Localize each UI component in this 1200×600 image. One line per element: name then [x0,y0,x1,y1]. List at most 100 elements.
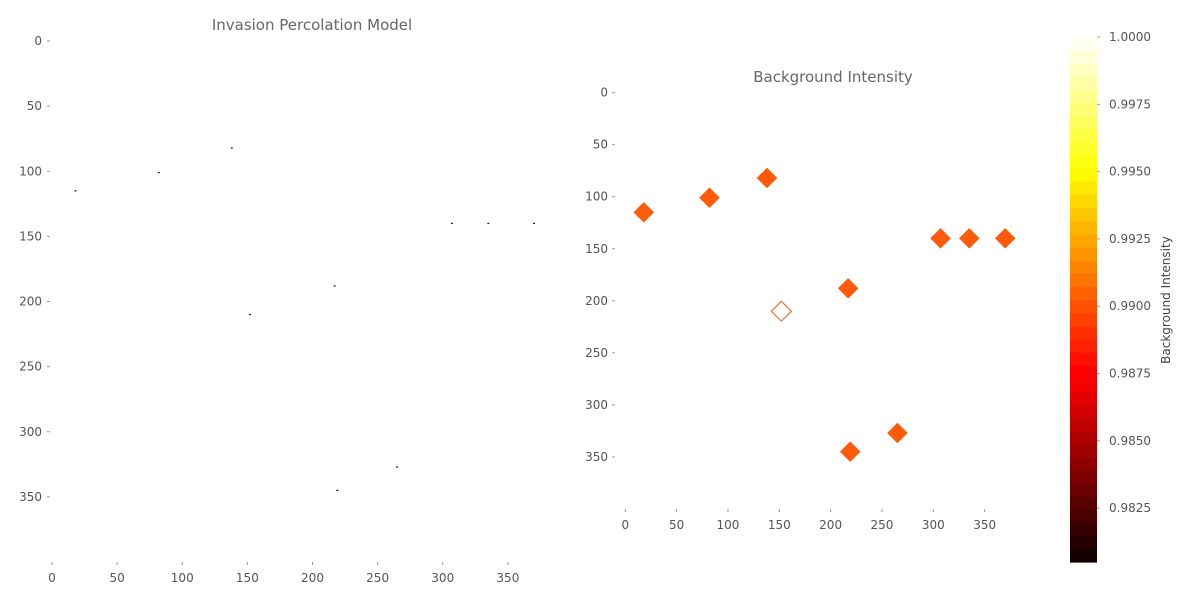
right-xtick-label: 300 [922,518,945,532]
colorbar-bands [1070,37,1097,563]
right-xtick-label: 200 [819,518,842,532]
left-axis: 0 50 100 150 200 250 300 350 0 50 100 150 200 250 300 3… [19,34,519,585]
colorbar-band [1070,128,1097,143]
right-xtick-label: 350 [973,518,996,532]
colorbar-band [1070,247,1097,261]
colorbar-band [1070,522,1097,537]
colorbar-tick-label: 0.9925 [1109,232,1151,246]
colorbar-band [1070,194,1097,209]
colorbar-band [1070,220,1097,235]
colorbar-band [1070,417,1097,432]
colorbar-tick-label: 1.0000 [1109,30,1151,44]
left-point [396,466,399,468]
left-plot-title: Invasion Percolation Model [212,16,412,34]
diamond-marker [839,441,861,463]
colorbar-band [1070,496,1097,511]
colorbar-band [1070,115,1097,130]
left-xtick-label: 350 [496,571,519,585]
colorbar-band [1070,155,1097,169]
colorbar-band [1070,89,1097,104]
colorbar-tick-label: 0.9950 [1109,165,1151,179]
right-xtick-label: 250 [871,518,894,532]
left-point [532,222,535,225]
colorbar-band [1070,535,1097,550]
diamond-marker [958,227,980,249]
left-ytick-label: 150 [19,229,42,243]
left-plot: Invasion Percolation Model 0 50 100 150 200 2… [19,16,535,585]
left-xtick-label: 0 [48,571,56,585]
colorbar-band [1070,207,1097,222]
colorbar-band [1070,181,1097,196]
left-xtick-label: 250 [366,571,389,585]
left-xtick-label: 150 [236,571,259,585]
colorbar-tick-label: 0.9825 [1109,501,1151,515]
right-xtick-label: 100 [716,518,739,532]
colorbar-band [1070,404,1097,419]
left-point [74,190,77,192]
colorbar-band [1070,457,1097,471]
colorbar-band [1070,233,1097,248]
diamond-marker [887,422,908,444]
colorbar-tick-label: 0.9850 [1109,434,1151,448]
colorbar-band [1070,509,1097,524]
colorbar-band [1070,286,1097,301]
left-xtick-label: 300 [431,571,454,585]
right-plot-title: Background Intensity [753,68,913,86]
colorbar-band [1070,391,1097,406]
colorbar-tick-label: 0.9900 [1109,299,1151,313]
colorbar-band [1070,273,1097,287]
left-ytick-label: 0 [34,34,42,48]
colorbar-band [1070,352,1097,366]
left-ytick-label: 200 [19,295,42,309]
colorbar-band [1070,312,1097,327]
colorbar-band [1070,102,1097,117]
colorbar-band [1070,443,1097,458]
left-ytick-label: 250 [19,360,42,374]
left-points [74,147,535,492]
diamond-marker [756,167,778,189]
left-xtick-label: 200 [301,571,324,585]
colorbar-band [1070,325,1097,340]
right-ytick-label: 250 [585,346,608,360]
right-ytick-label: 150 [585,242,608,256]
colorbar-band [1070,37,1097,51]
left-ytick-label: 100 [19,164,42,178]
colorbar: 0.9825 0.9850 0.9875 0.9900 0.9925 0.9950 0.99… [1070,30,1173,563]
colorbar-band [1070,168,1097,182]
right-xtick-label: 150 [768,518,791,532]
diamond-marker [699,187,720,209]
colorbar-band [1070,76,1097,91]
right-points [633,167,1016,463]
left-ytick-label: 300 [19,425,42,439]
left-xtick-label: 100 [171,571,194,585]
left-ytick-label: 350 [19,490,42,504]
diamond-marker [994,227,1016,249]
left-point [248,313,251,316]
right-ytick-label: 50 [593,138,608,152]
colorbar-tick-label: 0.9875 [1109,367,1151,381]
colorbar-band [1070,378,1097,392]
right-xtick-label: 0 [621,518,629,532]
colorbar-ticks: 0.9825 0.9850 0.9875 0.9900 0.9925 0.9950 0.99… [1097,30,1151,515]
right-ytick-label: 100 [585,190,608,204]
diamond-marker [633,201,655,223]
right-ytick-label: 350 [585,450,608,464]
colorbar-band [1070,63,1097,77]
colorbar-label: Background Intensity [1159,236,1173,364]
left-point [157,171,160,174]
right-ytick-label: 200 [585,294,608,308]
diamond-marker [837,277,859,299]
left-point [487,222,490,225]
colorbar-tick-label: 0.9975 [1109,97,1151,111]
left-point [336,489,339,492]
colorbar-band [1070,470,1097,484]
right-ytick-label: 300 [585,398,608,412]
diamond-marker [930,227,951,249]
left-point [333,285,336,287]
colorbar-band [1070,430,1097,445]
left-point [450,222,453,225]
colorbar-band [1070,260,1097,274]
right-ytick-label: 0 [600,86,608,100]
diamond-marker-hollow [770,300,793,322]
colorbar-band [1070,548,1097,563]
